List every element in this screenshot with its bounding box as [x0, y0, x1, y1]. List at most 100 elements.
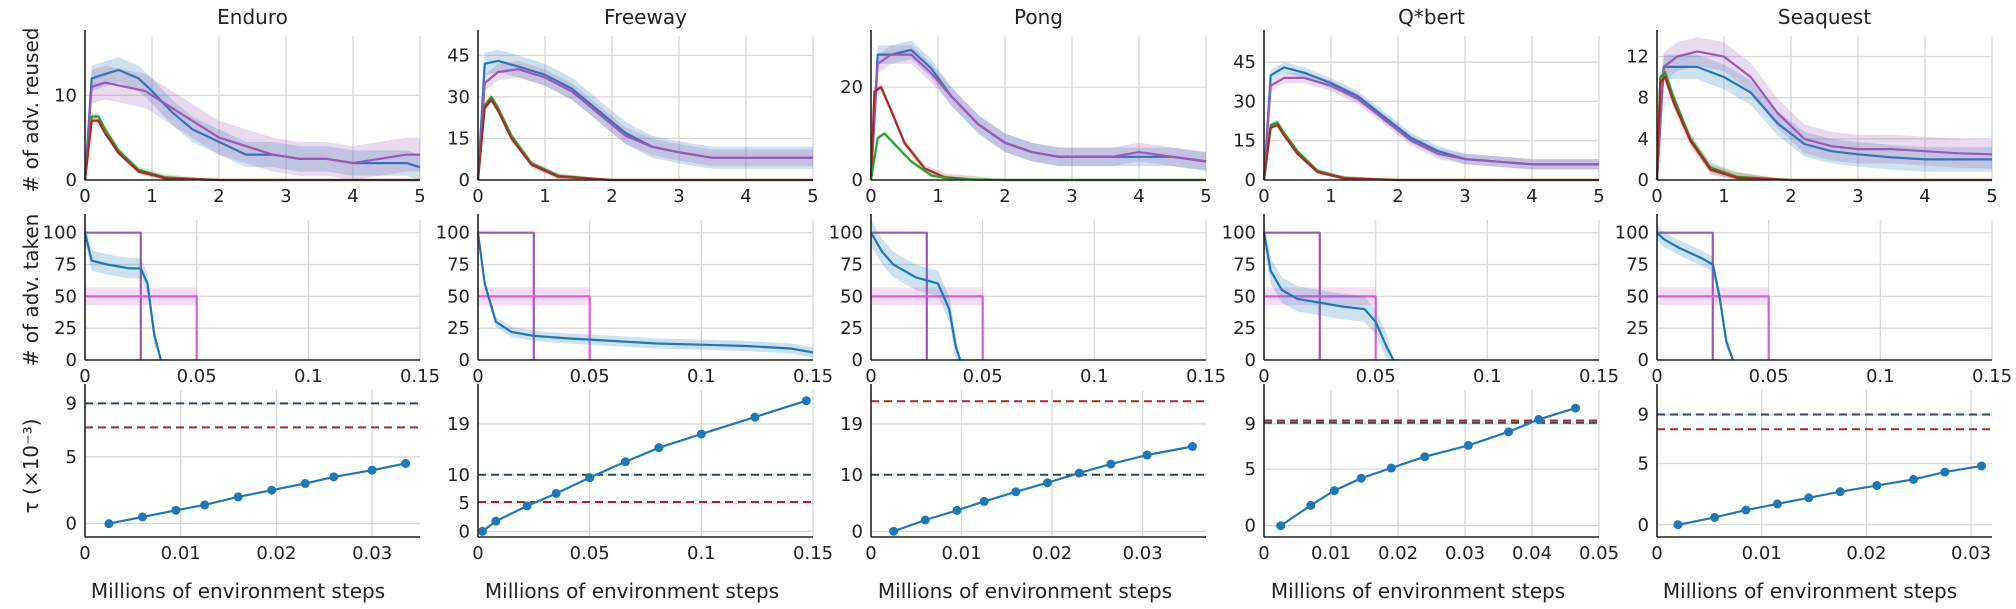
series-band	[85, 287, 197, 360]
series-line	[476, 68, 813, 181]
series-band	[478, 60, 813, 180]
y-tick-label: 0	[459, 170, 470, 191]
series-line	[83, 81, 420, 181]
panel-tau-4: 0 0.01 0.02 0.03 0.04 0.05 0 5 9	[1245, 384, 1619, 564]
data-point	[200, 500, 210, 510]
y-tick-label: 15	[447, 128, 470, 149]
xlabel-1: Millions of environment steps	[91, 579, 385, 603]
series-band	[1657, 287, 1769, 360]
data-point	[1306, 500, 1316, 510]
panel-taken-3: 0 0.05 0.1 0.15 0 25 50 75 100	[829, 214, 1226, 387]
y-tick-label: 50	[54, 286, 77, 307]
x-tick-label: 0.1	[687, 543, 716, 564]
x-tick-label: 0	[1651, 543, 1662, 564]
x-tick-label: 5	[1593, 186, 1604, 207]
y-tick-label: 5	[1638, 454, 1649, 475]
x-tick-label: 0.15	[793, 543, 833, 564]
data-point	[1977, 461, 1987, 471]
y-tick-label: 100	[1615, 223, 1649, 244]
x-tick-label: 0	[865, 366, 876, 387]
data-point	[952, 505, 962, 515]
y-tick-label: 12	[1626, 47, 1649, 68]
y-tick-label: 0	[1245, 350, 1256, 371]
series-band	[1264, 220, 1394, 360]
panel-title: Pong	[1014, 5, 1063, 29]
ylabel-row2: # of adv. taken	[19, 214, 43, 367]
x-tick-label: 1	[932, 186, 943, 207]
x-tick-label: 2	[606, 186, 617, 207]
xlabel-4: Millions of environment steps	[1271, 579, 1565, 603]
y-tick-label: 100	[436, 223, 470, 244]
x-tick-label: 5	[807, 186, 818, 207]
y-tick-label: 0	[1245, 170, 1256, 191]
y-tick-label: 0	[66, 514, 77, 535]
data-point	[1772, 499, 1782, 509]
series-band	[1657, 37, 1992, 180]
x-tick-label: 4	[1526, 186, 1537, 207]
panel-taken-4: 0 0.05 0.1 0.15 0 25 50 75 100	[1222, 214, 1619, 387]
y-tick-label: 0	[852, 350, 863, 371]
y-tick-label: 9	[1638, 405, 1649, 426]
data-point	[1276, 521, 1286, 531]
y-tick-label: 5	[66, 447, 77, 468]
y-tick-label: 20	[840, 77, 863, 98]
data-point	[1741, 505, 1751, 515]
series-band	[85, 65, 420, 180]
series-line	[476, 232, 814, 354]
data-point	[329, 472, 339, 482]
y-tick-label: 8	[1638, 88, 1649, 109]
x-tick-label: 0.05	[1749, 366, 1789, 387]
data-point	[889, 526, 899, 536]
y-tick-label: 25	[1626, 318, 1649, 339]
x-tick-label: 3	[1852, 186, 1863, 207]
x-tick-label: 0.03	[1123, 543, 1163, 564]
y-tick-label: 30	[447, 87, 470, 108]
data-point	[1043, 478, 1053, 488]
x-tick-label: 0	[1258, 186, 1269, 207]
series-line	[893, 445, 1193, 533]
series-line	[1657, 295, 1770, 360]
x-tick-label: 0.03	[1445, 543, 1485, 564]
y-tick-label: 75	[1233, 255, 1256, 276]
data-point	[1463, 440, 1473, 450]
series-line	[83, 232, 162, 361]
y-tick-label: 0	[459, 521, 470, 542]
data-point	[104, 519, 114, 529]
data-point	[979, 496, 989, 506]
series-band	[871, 45, 1206, 180]
data-point	[1106, 459, 1116, 469]
x-tick-label: 2	[1785, 186, 1796, 207]
y-tick-label: 50	[447, 286, 470, 307]
y-tick-label: 0	[852, 521, 863, 542]
y-tick-label: 25	[54, 318, 77, 339]
data-point	[1673, 520, 1683, 530]
x-tick-label: 2	[999, 186, 1010, 207]
x-tick-label: 0.02	[1846, 543, 1886, 564]
ylabel-row3: τ (×10⁻³)	[19, 419, 43, 514]
x-tick-label: 0	[1258, 366, 1269, 387]
x-tick-label: 0	[79, 186, 90, 207]
data-point	[654, 443, 664, 453]
series-band	[871, 220, 961, 360]
y-tick-label: 50	[840, 286, 863, 307]
x-tick-label: 0.04	[1512, 543, 1552, 564]
data-point	[1011, 487, 1021, 497]
x-tick-label: 0.15	[1579, 366, 1619, 387]
panel-tau-5: 0 0.01 0.02 0.03 0 5 9	[1638, 384, 1992, 564]
series-line	[85, 231, 142, 360]
data-point	[1835, 487, 1845, 497]
data-point	[1356, 473, 1366, 483]
y-tick-label: 45	[447, 45, 470, 66]
xlabel-5: Millions of environment steps	[1663, 579, 1957, 603]
x-tick-label: 3	[1066, 186, 1077, 207]
x-tick-label: 0.05	[570, 543, 610, 564]
y-tick-label: 15	[1233, 131, 1256, 152]
y-tick-label: 25	[1233, 318, 1256, 339]
series-line	[1264, 295, 1377, 360]
series-line	[1262, 232, 1395, 361]
panel-title: Enduro	[217, 5, 288, 29]
series-line	[871, 231, 928, 360]
data-point	[750, 412, 760, 422]
data-point	[267, 485, 277, 495]
